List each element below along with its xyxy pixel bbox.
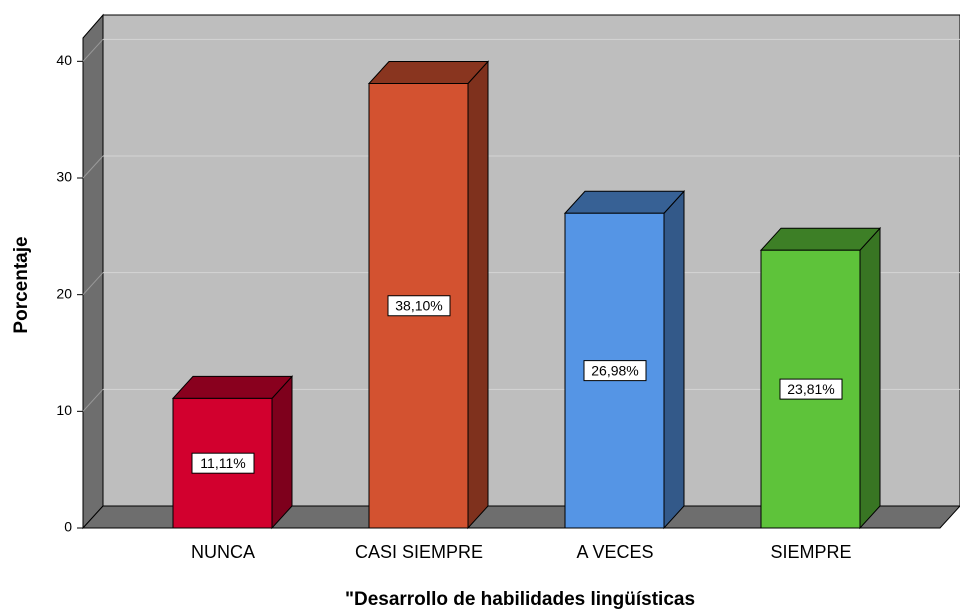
y-axis-title: Porcentaje <box>11 236 32 333</box>
bar-side <box>859 226 881 530</box>
bar-side <box>467 60 489 530</box>
y-tick-label: 40 <box>56 52 72 68</box>
left-wall <box>82 13 104 530</box>
bar-side <box>663 189 685 530</box>
grid-line <box>82 38 104 62</box>
value-label: 11,11% <box>200 455 245 471</box>
value-label: 23,81% <box>787 381 834 397</box>
value-label-box <box>583 360 647 382</box>
value-label-box <box>191 452 255 474</box>
x-tick-label: CASI SIEMPRE <box>355 542 483 562</box>
grid-line <box>82 272 104 296</box>
y-tick-label: 0 <box>64 519 72 535</box>
bar-top <box>759 227 882 251</box>
bar-top <box>171 375 294 399</box>
value-label-box <box>779 378 843 400</box>
x-tick-label: A VECES <box>576 542 653 562</box>
value-label: 38,10% <box>395 297 442 313</box>
value-label: 26,98% <box>591 362 638 378</box>
value-label-box <box>387 295 451 317</box>
y-tick-label: 20 <box>56 285 72 301</box>
x-axis-title: "Desarrollo de habilidades lingüísticas <box>345 589 695 610</box>
y-tick-label: 10 <box>56 402 72 418</box>
bar-top <box>367 61 490 84</box>
grid-line <box>82 155 104 179</box>
bar-side <box>271 375 293 530</box>
x-tick-label: SIEMPRE <box>770 542 851 562</box>
grid-line <box>82 388 104 412</box>
bar-top <box>563 190 686 214</box>
x-tick-label: NUNCA <box>191 542 255 562</box>
y-tick-label: 30 <box>56 169 72 185</box>
